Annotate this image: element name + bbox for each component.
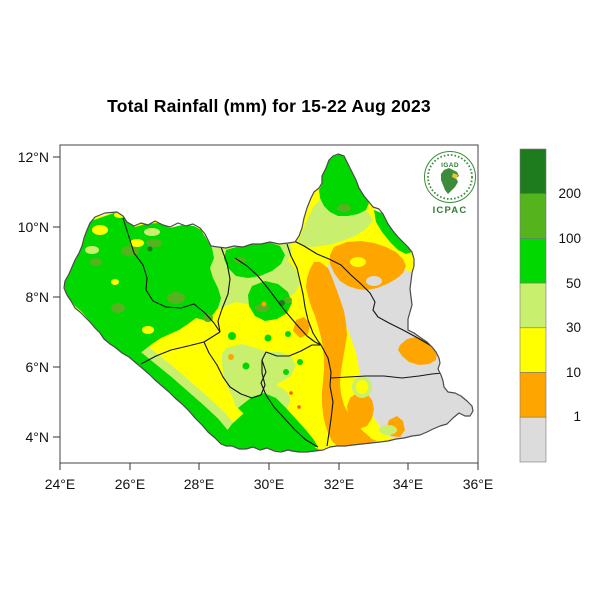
rain-patch <box>203 314 213 322</box>
rain-patch <box>92 225 108 235</box>
rain-patch <box>289 391 293 395</box>
rain-patch <box>347 392 374 429</box>
rain-patch <box>85 246 99 254</box>
rain-patch <box>297 359 303 365</box>
legend-label: 1 <box>573 409 581 424</box>
x-tick-label: 36°E <box>463 476 494 492</box>
state-boundary <box>291 239 446 356</box>
legend-label: 30 <box>566 320 581 335</box>
rain-patch <box>238 393 318 447</box>
state-boundary <box>217 246 231 333</box>
rain-patch <box>374 210 412 254</box>
state-boundary <box>330 372 443 379</box>
x-tick-label: 28°E <box>184 476 215 492</box>
state-boundary <box>320 344 334 447</box>
rain-patch <box>366 276 382 286</box>
colorbar: 200 100 50 30 10 1 <box>519 148 581 463</box>
x-axis-ticks <box>59 463 479 470</box>
rain-patch <box>144 228 160 236</box>
x-tick-label: 26°E <box>115 476 146 492</box>
x-tick-label: 32°E <box>324 476 355 492</box>
legend-swatch <box>519 282 547 329</box>
rain-patch <box>319 154 369 216</box>
legend-swatch <box>519 416 547 463</box>
y-tick-label: 4°N <box>26 429 50 445</box>
colorbar-labels: 200 100 50 30 10 1 <box>558 186 581 424</box>
legend-swatch <box>519 148 547 195</box>
x-tick-label: 30°E <box>254 476 285 492</box>
rain-patch <box>283 369 289 375</box>
y-tick-label: 6°N <box>26 359 50 375</box>
country-outline <box>63 153 474 453</box>
state-boundary <box>286 243 322 346</box>
legend-label: 50 <box>566 276 581 291</box>
rain-patch <box>350 257 366 267</box>
legend-label: 200 <box>558 186 581 201</box>
rain-patch <box>337 204 351 212</box>
rain-patch <box>224 242 285 278</box>
state-boundaries <box>122 217 446 448</box>
rain-patch <box>285 331 291 337</box>
rain-patch-group-dots <box>228 331 335 452</box>
map-title: Total Rainfall (mm) for 15-22 Aug 2023 <box>107 96 431 116</box>
y-tick-label: 10°N <box>18 219 49 235</box>
rain-patch <box>89 321 231 449</box>
rain-fill-layer <box>64 154 473 452</box>
rain-patch <box>64 212 221 357</box>
rain-patch <box>146 239 162 247</box>
rain-patch <box>330 241 406 290</box>
logo-laurel-ring <box>427 154 473 200</box>
rain-patch <box>121 246 139 256</box>
x-axis: 24°E 26°E 28°E 30°E 32°E 34°E 36°E <box>45 463 494 492</box>
logo-igad-text: IGAD <box>441 162 459 169</box>
state-boundary <box>203 341 267 399</box>
africa-highlight-icon <box>452 173 458 179</box>
rain-patch <box>234 257 246 263</box>
rain-patch <box>356 380 368 394</box>
logo-icpac-text: ICPAC <box>433 205 468 216</box>
state-boundary <box>265 344 321 357</box>
legend-swatch <box>519 327 547 373</box>
state-boundary <box>260 359 319 448</box>
state-boundary <box>122 217 221 333</box>
rain-patch <box>111 279 119 285</box>
rain-patch <box>279 300 285 306</box>
y-tick-label: 12°N <box>18 149 49 165</box>
legend-swatch <box>519 372 547 418</box>
legend-label: 100 <box>558 231 581 246</box>
igad-icpac-logo: IGAD ICPAC <box>424 151 476 216</box>
rain-patch <box>111 303 125 313</box>
rain-patch <box>306 262 377 446</box>
y-axis: 12°N 10°N 8°N 6°N 4°N <box>18 149 60 445</box>
rain-patch <box>228 354 234 360</box>
rain-patch <box>297 405 301 409</box>
rain-patch <box>242 362 250 370</box>
state-boundary <box>140 331 221 365</box>
rain-patch <box>379 425 397 435</box>
rain-patch-group-pockets <box>85 212 160 334</box>
x-tick-label: 24°E <box>45 476 76 492</box>
rain-patch <box>90 258 102 266</box>
rain-patch <box>264 334 272 342</box>
legend-label: 10 <box>566 365 581 380</box>
state-boundary <box>234 257 322 346</box>
rain-patch <box>261 301 267 307</box>
colorbar-swatches <box>519 148 547 463</box>
rain-patch <box>284 297 292 303</box>
y-axis-ticks <box>53 156 60 438</box>
legend-swatch <box>519 238 547 284</box>
rain-patch <box>142 326 154 334</box>
rain-patch-group-100-200 <box>90 204 351 322</box>
x-tick-label: 34°E <box>393 476 424 492</box>
rain-patch <box>130 239 144 247</box>
rain-patch <box>167 292 185 304</box>
rain-patch <box>293 317 310 338</box>
legend-swatch <box>519 193 547 239</box>
y-tick-label: 8°N <box>26 289 50 305</box>
rain-patch <box>147 246 153 252</box>
rain-patch <box>228 332 236 340</box>
